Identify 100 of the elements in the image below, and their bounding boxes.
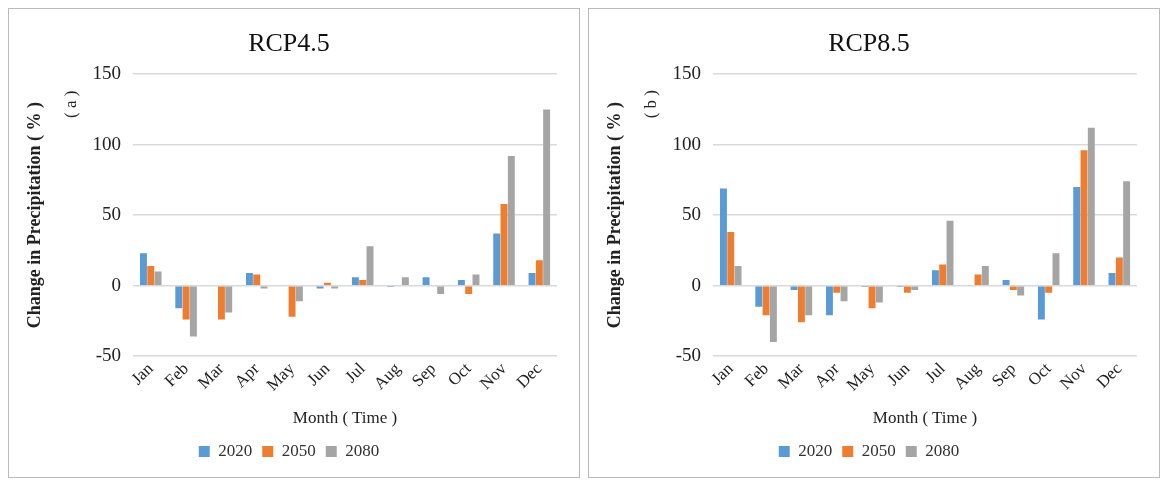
bar xyxy=(755,286,763,307)
y-tick-label: 50 xyxy=(102,203,122,225)
bar xyxy=(734,265,742,285)
x-tick-label: Feb xyxy=(740,358,773,391)
x-tick-label: Jun xyxy=(303,358,334,390)
bar xyxy=(147,265,155,285)
bar xyxy=(1115,257,1123,285)
bar xyxy=(260,286,268,289)
x-axis-title: Month ( Time ) xyxy=(872,408,978,428)
bar xyxy=(939,264,947,285)
bar xyxy=(727,232,735,285)
bar xyxy=(543,109,551,285)
x-tick-label: Feb xyxy=(160,358,193,391)
bar xyxy=(805,286,813,316)
bar xyxy=(790,286,798,290)
bar xyxy=(797,286,805,323)
bar xyxy=(762,286,770,316)
bar xyxy=(1123,181,1131,285)
bar xyxy=(903,286,911,293)
text: ( a ) xyxy=(60,90,80,118)
text: ( b ) xyxy=(640,90,660,119)
bar xyxy=(1037,286,1045,320)
bar xyxy=(1073,186,1081,285)
x-tick-label: Nov xyxy=(475,358,511,394)
bar xyxy=(875,286,883,303)
bar xyxy=(351,277,359,285)
bar xyxy=(825,286,833,316)
bar xyxy=(217,286,225,320)
bar xyxy=(288,286,296,317)
bar xyxy=(253,274,261,285)
bar xyxy=(472,274,480,285)
legend-label: 2020 xyxy=(218,440,253,460)
bar xyxy=(833,286,841,293)
y-tick-label: 150 xyxy=(92,62,122,84)
bar xyxy=(1087,127,1095,285)
legend-label: 2080 xyxy=(345,440,380,460)
bar xyxy=(359,280,367,285)
bar xyxy=(331,286,339,289)
x-tick-label: Nov xyxy=(1055,358,1091,394)
bar xyxy=(507,155,515,285)
bar xyxy=(1009,286,1017,290)
y-axis-title: Change in Precipitation ( % ) xyxy=(604,102,626,329)
bar xyxy=(535,260,543,285)
bar xyxy=(154,271,162,285)
x-tick-label: May xyxy=(842,358,879,395)
bar xyxy=(840,286,848,302)
x-tick-label: May xyxy=(262,358,299,395)
x-tick-label: Mar xyxy=(773,358,808,393)
bar xyxy=(528,272,536,285)
bar xyxy=(974,274,982,285)
x-tick-label: Oct xyxy=(443,358,475,390)
x-tick-label: Mar xyxy=(193,358,228,393)
bar xyxy=(182,286,190,320)
bar xyxy=(1002,280,1010,285)
bar xyxy=(189,286,197,337)
x-tick-label: Jun xyxy=(883,358,914,390)
bar xyxy=(719,188,727,285)
x-tick-label: Sep xyxy=(407,358,440,391)
x-tick-label: Aug xyxy=(949,358,985,394)
bar xyxy=(911,286,919,290)
x-tick-label: Oct xyxy=(1023,358,1055,390)
bar xyxy=(316,286,324,289)
legend-label: 2050 xyxy=(861,440,896,460)
x-tick-label: Jan xyxy=(707,358,738,389)
y-tick-label: 150 xyxy=(672,62,702,84)
bar xyxy=(245,272,253,285)
bar xyxy=(225,286,233,313)
bar xyxy=(457,280,465,285)
x-tick-label: Apr xyxy=(810,358,843,392)
bar xyxy=(175,286,183,309)
bar xyxy=(437,286,445,295)
bar xyxy=(401,277,409,285)
y-tick-label: 100 xyxy=(92,132,122,154)
bar xyxy=(139,253,147,285)
bar xyxy=(465,286,473,295)
y-tick-label: 50 xyxy=(682,203,702,225)
x-tick-label: Sep xyxy=(987,358,1020,391)
y-tick-label: 0 xyxy=(691,273,702,295)
legend-label: 2020 xyxy=(798,440,833,460)
bar xyxy=(769,286,777,343)
x-tick-label: Dec xyxy=(1092,358,1126,392)
bar xyxy=(1108,272,1116,285)
y-tick-label: 0 xyxy=(111,273,122,295)
x-tick-label: Apr xyxy=(230,358,263,392)
x-tick-label: Dec xyxy=(512,358,546,392)
bar xyxy=(493,233,501,285)
chart-title: RCP8.5 xyxy=(828,28,910,58)
x-tick-label: Jul xyxy=(921,358,949,387)
y-tick-label: -50 xyxy=(95,344,122,366)
chart-title: RCP4.5 xyxy=(248,28,330,58)
bar xyxy=(323,282,331,285)
x-axis-title: Month ( Time ) xyxy=(292,408,398,428)
bar xyxy=(868,286,876,309)
legend-label: 2080 xyxy=(925,440,960,460)
bar xyxy=(1045,286,1053,293)
x-tick-label: Jul xyxy=(341,358,369,387)
x-tick-label: Jan xyxy=(127,358,158,389)
legend-label: 2050 xyxy=(281,440,316,460)
x-tick-label: Aug xyxy=(369,358,405,394)
bar xyxy=(422,277,430,285)
